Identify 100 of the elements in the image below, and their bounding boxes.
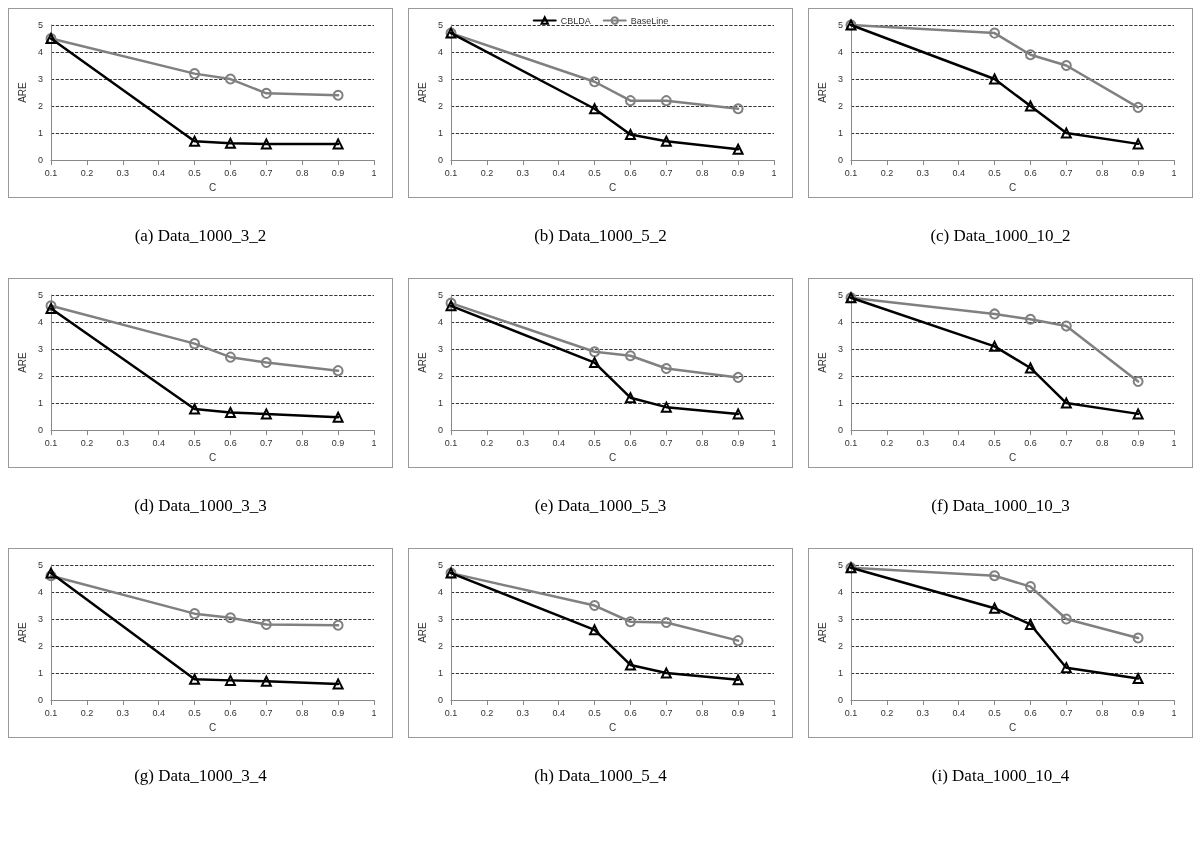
y-tick-label: 5 <box>837 290 843 300</box>
point <box>332 365 344 377</box>
y-tick-label: 4 <box>37 317 43 328</box>
y-tick-label: 5 <box>437 290 443 300</box>
point <box>660 617 672 629</box>
x-tick-label: 0.1 <box>444 167 458 178</box>
x-axis-title: C <box>608 451 617 463</box>
y-tick-label: 2 <box>837 641 843 652</box>
x-tick-label: 0.5 <box>988 707 1001 718</box>
x-axis-title: C <box>1008 181 1017 193</box>
x-tick-label: 0.4 <box>152 707 165 718</box>
point <box>624 616 636 628</box>
x-axis-title: C <box>208 451 217 463</box>
x-tick-label: 0.9 <box>1131 167 1145 178</box>
y-tick-label: 4 <box>437 587 443 598</box>
x-tick-label: 1 <box>1171 707 1177 718</box>
x-axis-title: C <box>208 721 217 733</box>
y-tick-label: 4 <box>837 317 843 328</box>
x-tick-label: 0.6 <box>224 437 237 448</box>
y-tick-label: 0 <box>437 155 443 166</box>
text: (b) Data_1000_5_2 <box>533 226 668 246</box>
y-tick-label: 3 <box>37 74 43 85</box>
y-tick-label: 2 <box>837 101 843 112</box>
point <box>189 403 201 415</box>
point <box>1024 581 1036 593</box>
y-axis-title: ARE <box>416 81 428 103</box>
y-tick-label: 5 <box>437 560 443 570</box>
y-tick-label: 3 <box>437 344 443 355</box>
x-tick-label: 0.5 <box>588 437 601 448</box>
y-tick-label: 1 <box>37 128 43 139</box>
x-axis-title: C <box>1008 721 1017 733</box>
point <box>1060 127 1072 139</box>
point <box>732 635 744 647</box>
x-tick-label: 0.3 <box>516 167 530 178</box>
point <box>660 363 672 374</box>
x-tick-label: 0.9 <box>731 167 745 178</box>
x-tick-label: 0.6 <box>1024 437 1037 448</box>
x-tick-label: 0.4 <box>952 707 965 718</box>
y-tick-label: 0 <box>437 425 443 436</box>
point <box>732 371 744 383</box>
x-tick-label: 0.8 <box>295 707 309 718</box>
text: (e) Data_1000_5_3 <box>533 496 668 516</box>
point <box>989 340 1001 352</box>
x-tick-label: 0.7 <box>1060 707 1073 718</box>
x-tick-label: 0.6 <box>624 707 637 718</box>
y-tick-label: 2 <box>37 371 43 382</box>
x-tick-label: 0.8 <box>695 437 709 448</box>
y-tick-label: 4 <box>437 47 443 58</box>
point <box>224 137 236 149</box>
x-tick-label: 0.5 <box>188 167 201 178</box>
text: (f) Data_1000_10_3 <box>930 496 1071 516</box>
point <box>1060 613 1072 625</box>
x-tick-label: 0.1 <box>844 437 858 448</box>
x-tick-label: 0.8 <box>1095 707 1109 718</box>
x-tick-label: 1 <box>1171 167 1177 178</box>
point <box>589 357 601 369</box>
point <box>589 600 601 612</box>
x-tick-label: 0.6 <box>1024 707 1037 718</box>
x-tick-label: 0.7 <box>260 167 273 178</box>
point <box>189 135 201 147</box>
point <box>260 675 272 687</box>
y-tick-label: 3 <box>837 614 843 625</box>
x-tick-label: 0.2 <box>480 707 494 718</box>
x-tick-label: 0.3 <box>516 707 530 718</box>
text: (a) Data_1000_3_2 <box>133 226 268 246</box>
y-tick-label: 5 <box>37 560 43 570</box>
point <box>224 351 236 363</box>
y-tick-label: 1 <box>437 398 443 409</box>
text: (i) Data_1000_10_4 <box>930 766 1071 786</box>
point <box>189 68 201 80</box>
y-tick-label: 3 <box>837 344 843 355</box>
point <box>989 27 1001 39</box>
point <box>589 103 601 115</box>
x-tick-label: 0.3 <box>116 707 130 718</box>
y-axis-title: ARE <box>416 621 428 643</box>
x-tick-label: 0.8 <box>295 437 309 448</box>
point <box>624 95 636 107</box>
point <box>332 678 344 690</box>
point <box>224 612 236 624</box>
y-tick-label: 4 <box>837 587 843 598</box>
x-tick-label: 0.2 <box>880 167 894 178</box>
x-tick-label: 0.8 <box>695 707 709 718</box>
y-tick-label: 5 <box>837 560 843 570</box>
y-tick-label: 3 <box>837 74 843 85</box>
y-tick-label: 5 <box>37 290 43 300</box>
x-tick-label: 1 <box>371 707 377 718</box>
x-tick-label: 0.9 <box>731 707 745 718</box>
point <box>660 667 672 679</box>
x-tick-label: 0.4 <box>552 437 565 448</box>
y-tick-label: 0 <box>837 695 843 706</box>
y-tick-label: 1 <box>837 668 843 679</box>
x-tick-label: 0.6 <box>224 167 237 178</box>
y-tick-label: 3 <box>437 74 443 85</box>
y-tick-label: 4 <box>37 47 43 58</box>
x-tick-label: 0.9 <box>731 437 745 448</box>
y-tick-label: 2 <box>37 101 43 112</box>
y-tick-label: 4 <box>437 317 443 328</box>
point <box>660 95 672 107</box>
y-tick-label: 1 <box>37 668 43 679</box>
x-tick-label: 0.3 <box>116 167 130 178</box>
